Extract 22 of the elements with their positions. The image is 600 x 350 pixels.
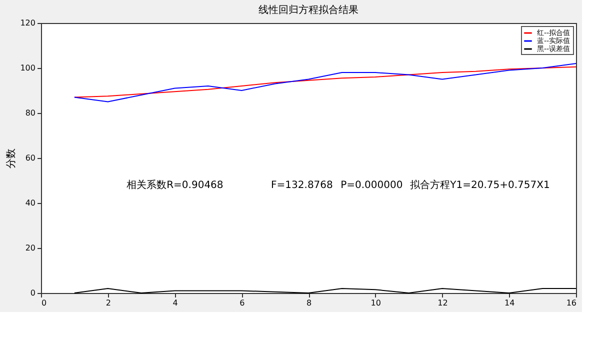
y-tick-label: 80 [25, 108, 36, 118]
x-tick-label: 14 [504, 298, 515, 308]
annotation: F=132.8768 [271, 180, 333, 191]
y-tick-label: 0 [30, 288, 36, 298]
x-tick-label: 8 [306, 298, 312, 308]
x-tick-label: 0 [42, 298, 47, 308]
x-tick-label: 16 [566, 298, 576, 308]
y-tick-label: 40 [25, 198, 36, 208]
annotation: P=0.000000 [340, 180, 403, 191]
chart-title: 线性回归方程拟合结果 [258, 4, 358, 16]
y-tick-label: 20 [25, 244, 36, 252]
y-tick-label: 100 [20, 64, 36, 72]
annotation: 拟合方程Y1=20.75+0.757X1 [410, 179, 550, 191]
x-tick-label: 2 [106, 298, 111, 308]
y-axis-title: 分数 [5, 148, 18, 168]
x-tick-label: 12 [438, 298, 448, 308]
x-tick-label: 4 [172, 298, 178, 308]
x-tick-label: 6 [240, 298, 245, 308]
x-tick-label: 10 [370, 298, 381, 308]
annotation: 相关系数R=0.90468 [126, 179, 224, 191]
y-tick-label: 120 [20, 18, 36, 28]
y-tick-label: 60 [25, 154, 36, 162]
